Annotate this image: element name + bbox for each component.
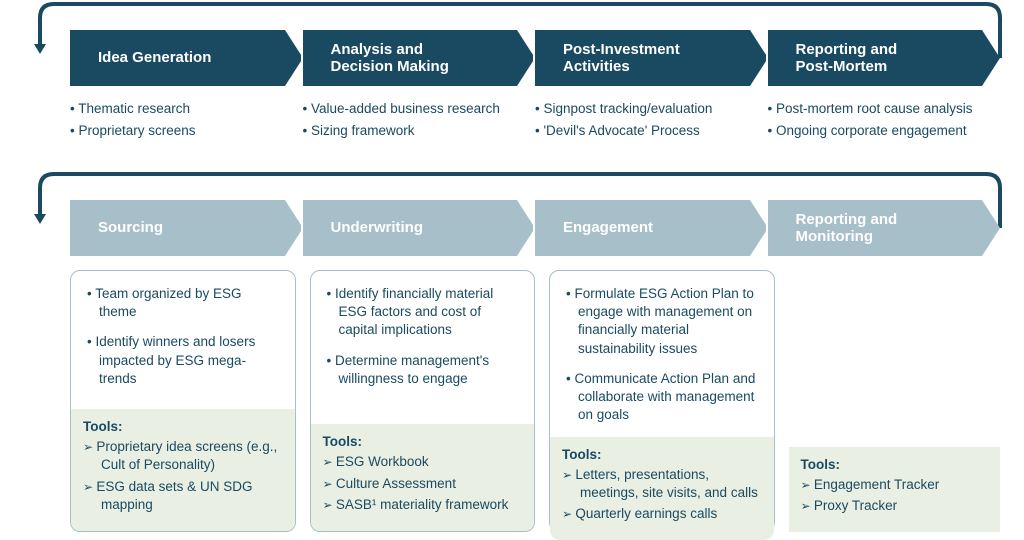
card-bullet: Team organized by ESG theme	[87, 285, 279, 321]
stage-label: Idea Generation	[70, 30, 285, 86]
tools-label: Tools:	[323, 434, 523, 449]
card-bullet: Determine management's willingness to en…	[327, 352, 519, 388]
stage-chevron: Analysis andDecision Making	[303, 30, 536, 86]
bullet-item: Thematic research	[70, 100, 289, 118]
tool-item: Engagement Tracker	[801, 476, 989, 494]
tool-item: Quarterly earnings calls	[562, 505, 762, 523]
card-bullet: Identify winners and losers impacted by …	[87, 333, 279, 388]
bullet-item: Sizing framework	[303, 122, 522, 140]
stage-chevron: Underwriting	[303, 200, 536, 256]
stage-label: Reporting andMonitoring	[768, 200, 983, 256]
stage-label: Sourcing	[70, 200, 285, 256]
stage-bullets: Value-added business research Sizing fram…	[303, 100, 536, 144]
bullet-item: 'Devil's Advocate' Process	[535, 122, 754, 140]
tool-item: Proprietary idea screens (e.g., Cult of …	[83, 438, 283, 474]
bullet-item: Signpost tracking/evaluation	[535, 100, 754, 118]
tool-item: Culture Assessment	[323, 475, 523, 493]
card-bullet: Communicate Action Plan and collaborate …	[566, 370, 758, 425]
row2-cards: Team organized by ESG theme Identify winn…	[70, 270, 1000, 532]
stage-chevron: Engagement	[535, 200, 768, 256]
stage-chevron: Reporting andMonitoring	[768, 200, 1001, 256]
tool-item: Proxy Tracker	[801, 497, 989, 515]
row1-chevrons: Idea Generation Analysis andDecision Maki…	[70, 30, 1000, 86]
tool-item: ESG data sets & UN SDG mapping	[83, 478, 283, 514]
bullet-item: Ongoing corporate engagement	[768, 122, 987, 140]
tools-label: Tools:	[83, 419, 283, 434]
tools-label: Tools:	[801, 457, 989, 472]
stage-chevron: Reporting andPost-Mortem	[768, 30, 1001, 86]
bullet-item: Value-added business research	[303, 100, 522, 118]
stage-bullets: Post-mortem root cause analysis Ongoing c…	[768, 100, 1001, 144]
tools-box: Tools: Proprietary idea screens (e.g., Cu…	[71, 409, 295, 531]
tools-box: Tools: Letters, presentations, meetings, …	[550, 437, 774, 540]
stage-label: Underwriting	[303, 200, 518, 256]
tools-box: Tools: ESG Workbook Culture Assessment SASB…	[311, 424, 535, 531]
process-row-1: Idea Generation Analysis andDecision Maki…	[70, 30, 1000, 144]
stage-label: Engagement	[535, 200, 750, 256]
stage-label: Analysis andDecision Making	[303, 30, 518, 86]
tool-item: Letters, presentations, meetings, site v…	[562, 466, 762, 502]
card-bullet: Formulate ESG Action Plan to engage with…	[566, 285, 758, 358]
chevron-tip	[982, 30, 1000, 86]
card-bullet: Identify financially material ESG factor…	[327, 285, 519, 340]
stage-chevron: Post-InvestmentActivities	[535, 30, 768, 86]
stage-card: Tools: Engagement Tracker Proxy Tracker	[789, 270, 1001, 532]
stage-label: Reporting andPost-Mortem	[768, 30, 983, 86]
stage-card: Identify financially material ESG factor…	[310, 270, 536, 532]
bullet-item: Post-mortem root cause analysis	[768, 100, 987, 118]
chevron-tip	[982, 200, 1000, 256]
process-row-2: Sourcing Underwriting Engagement Reporting …	[70, 200, 1000, 532]
tools-box: Tools: Engagement Tracker Proxy Tracker	[789, 447, 1001, 532]
stage-chevron: Idea Generation	[70, 30, 303, 86]
row2-chevrons: Sourcing Underwriting Engagement Reporting …	[70, 200, 1000, 256]
tool-item: ESG Workbook	[323, 453, 523, 471]
stage-label: Post-InvestmentActivities	[535, 30, 750, 86]
stage-bullets: Signpost tracking/evaluation 'Devil's Adv…	[535, 100, 768, 144]
stage-chevron: Sourcing	[70, 200, 303, 256]
row1-bullets: Thematic research Proprietary screens Valu…	[70, 100, 1000, 144]
tool-item: SASB¹ materiality framework	[323, 496, 523, 514]
stage-card: Team organized by ESG theme Identify winn…	[70, 270, 296, 532]
stage-bullets: Thematic research Proprietary screens	[70, 100, 303, 144]
bullet-item: Proprietary screens	[70, 122, 289, 140]
stage-card: Formulate ESG Action Plan to engage with…	[549, 270, 775, 532]
tools-label: Tools:	[562, 447, 762, 462]
